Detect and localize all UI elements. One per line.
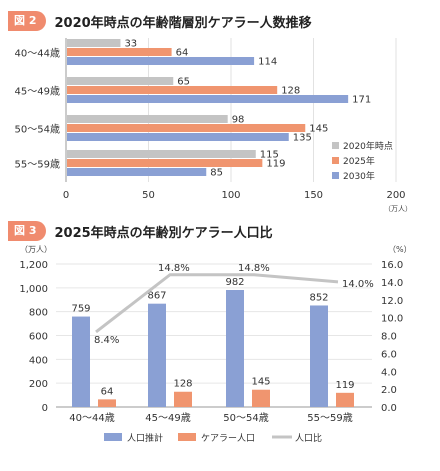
bar-2-1	[67, 124, 306, 132]
bar-1-1	[174, 391, 192, 407]
bar-1-0	[148, 303, 166, 407]
ratio-value-label: 8.4%	[94, 335, 119, 346]
y-right-unit-label: （%）	[388, 245, 412, 254]
y-category-label: 55～59歳	[15, 159, 60, 171]
bar-2-0	[67, 115, 228, 123]
legend-swatch	[104, 433, 122, 441]
y-right-tick-label: 10.0	[381, 314, 403, 325]
y-right-tick-label: 14.0	[381, 278, 403, 289]
y-category-label: 45～49歳	[15, 86, 60, 98]
x-category-label: 50～54歳	[223, 412, 268, 424]
figure2-badge: 図 2	[8, 11, 47, 31]
legend-label: 人口比	[295, 432, 322, 444]
y-left-tick-label: 1,000	[19, 284, 48, 295]
bar-value-label: 145	[251, 377, 270, 388]
legend-swatch	[332, 172, 339, 179]
bar-value-label: 65	[177, 77, 190, 88]
bar-value-label: 982	[225, 277, 244, 288]
y-right-tick-label: 0.0	[381, 403, 397, 414]
y-right-tick-label: 12.0	[381, 296, 403, 307]
x-category-label: 40～44歳	[69, 412, 114, 424]
bar-value-label: 171	[352, 95, 371, 106]
figure3-badge: 図 3	[8, 221, 47, 241]
figure2-title: 2020年時点の年齢階層別ケアラー人数推移	[54, 15, 312, 31]
bar-3-1	[67, 159, 263, 167]
bar-value-label: 33	[124, 39, 137, 50]
y-right-tick-label: 4.0	[381, 367, 397, 378]
legend-label: ケアラー人口	[201, 433, 255, 444]
y-right-tick-label: 8.0	[381, 332, 397, 343]
y-left-tick-label: 800	[29, 308, 48, 319]
bar-value-label: 852	[309, 292, 328, 303]
x-tick-label: 0	[63, 190, 69, 201]
y-category-label: 40～44歳	[15, 48, 60, 60]
legend-swatch	[178, 433, 196, 441]
y-left-tick-label: 200	[29, 379, 48, 390]
y-right-tick-label: 6.0	[381, 349, 397, 360]
bar-value-label: 119	[335, 380, 354, 391]
figure3-header: 図 3 2025年時点の年齢別ケアラー人口比	[8, 220, 273, 242]
bar-value-label: 145	[309, 124, 328, 135]
y-left-tick-label: 0	[42, 403, 48, 414]
bar-3-0	[310, 305, 328, 407]
bar-value-label: 98	[232, 115, 245, 126]
chart-2020-age-group-bar: 0 50 100 150 200 （万人） 40～44歳 33 64 114 45～49歳 65 128…	[15, 38, 412, 213]
legend-label: 2030年	[343, 170, 375, 182]
ratio-line	[95, 273, 339, 334]
bar-value-label: 128	[173, 379, 192, 390]
bar-2-2	[67, 133, 289, 141]
ratio-value-label: 14.0%	[342, 279, 374, 290]
x-tick-label: 150	[304, 190, 323, 201]
ratio-value-label: 14.8%	[238, 263, 270, 274]
bar-0-2	[67, 57, 255, 65]
y-left-unit-label: （万人）	[20, 245, 52, 254]
bar-value-label: 128	[281, 86, 300, 97]
bar-value-label: 867	[147, 291, 166, 302]
bar-value-label: 85	[210, 168, 223, 179]
figure2-header: 図 2 2020年時点の年齢階層別ケアラー人数推移	[8, 10, 312, 32]
bar-1-1	[67, 86, 278, 94]
bar-value-label: 114	[258, 57, 277, 68]
x-tick-label: 50	[142, 190, 155, 201]
bar-0-0	[67, 39, 121, 47]
bar-3-1	[336, 392, 354, 407]
bar-1-2	[67, 95, 349, 103]
legend-label: 2020年時点	[343, 140, 393, 152]
bar-2-1	[252, 389, 270, 407]
ratio-value-label: 14.8%	[158, 263, 190, 274]
bar-value-label: 64	[176, 48, 189, 59]
y-left-tick-label: 400	[29, 355, 48, 366]
bar-value-label: 135	[293, 133, 312, 144]
y-category-label: 50～54歳	[15, 124, 60, 136]
bar-0-0	[72, 316, 90, 407]
bar-0-1	[67, 48, 172, 56]
legend-label: 人口推計	[127, 432, 163, 444]
bar-2-0	[226, 289, 244, 407]
legend-swatch	[332, 142, 339, 149]
legend-swatch	[332, 157, 339, 164]
x-unit-label: （万人）	[384, 205, 412, 213]
bar-1-0	[67, 77, 174, 85]
y-right-tick-label: 16.0	[381, 260, 403, 271]
x-category-label: 55～59歳	[307, 412, 352, 424]
x-tick-label: 200	[386, 190, 405, 201]
bar-value-label: 759	[71, 304, 90, 315]
bar-3-0	[67, 150, 256, 158]
bar-0-1	[98, 399, 116, 407]
x-category-label: 45～49歳	[145, 412, 190, 424]
y-left-tick-label: 1,200	[19, 260, 48, 271]
bar-value-label: 64	[101, 386, 114, 397]
x-tick-label: 100	[221, 190, 240, 201]
bar-value-label: 119	[266, 159, 285, 170]
y-left-tick-label: 600	[29, 332, 48, 343]
bar-value-label: 115	[260, 150, 279, 161]
bar-3-2	[67, 168, 207, 176]
legend-label: 2025年	[343, 155, 375, 167]
figure3-title: 2025年時点の年齢別ケアラー人口比	[54, 225, 273, 241]
y-right-tick-label: 2.0	[381, 385, 397, 396]
